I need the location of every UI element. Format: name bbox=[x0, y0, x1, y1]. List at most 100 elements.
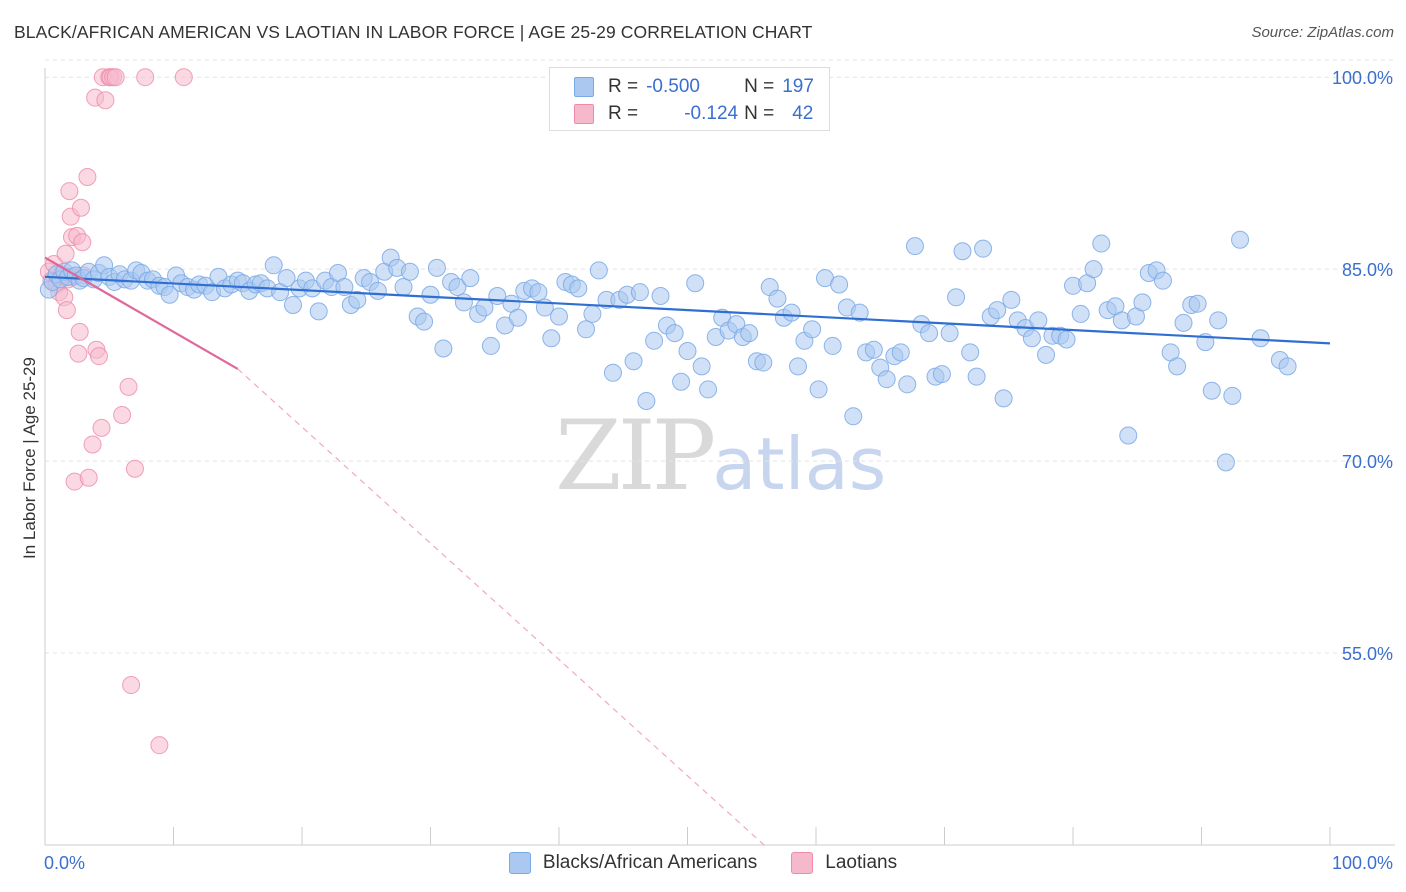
legend-r-value: -0.124 bbox=[684, 103, 739, 124]
blacks-point bbox=[1057, 330, 1076, 349]
blacks-point bbox=[284, 295, 303, 314]
blacks-point bbox=[1216, 453, 1235, 472]
chart-title: BLACK/AFRICAN AMERICAN VS LAOTIAN IN LAB… bbox=[14, 22, 813, 42]
blacks-point bbox=[782, 303, 801, 322]
laotians-trend-line bbox=[44, 256, 239, 370]
blacks-point bbox=[1209, 311, 1228, 330]
blacks-trend-line bbox=[44, 275, 1331, 345]
blacks-point bbox=[740, 324, 759, 343]
laotians-point bbox=[89, 347, 108, 366]
blacks-point bbox=[850, 303, 869, 322]
laotians-point bbox=[73, 233, 92, 252]
blacks-point bbox=[692, 357, 711, 376]
blacks-point bbox=[508, 308, 527, 327]
blacks-point bbox=[974, 239, 993, 258]
blacks-point bbox=[1084, 260, 1103, 279]
blacks-point bbox=[576, 320, 595, 339]
legend-swatch-pink bbox=[574, 104, 594, 124]
blacks-point bbox=[651, 287, 670, 306]
blacks-point bbox=[920, 324, 939, 343]
blacks-point bbox=[905, 237, 924, 256]
laotians-point bbox=[69, 344, 88, 363]
blacks-point bbox=[1188, 294, 1207, 313]
blacks-point bbox=[1251, 329, 1270, 348]
series-legend-blacks: Blacks/African Americans bbox=[508, 852, 757, 874]
laotians-point bbox=[57, 301, 76, 320]
blacks-point bbox=[830, 275, 849, 294]
blacks-point bbox=[637, 391, 656, 410]
blacks-point bbox=[1278, 357, 1297, 376]
tick-labels: 55.0% 70.0% 85.0% 100.0% 0.0% 100.0% bbox=[44, 68, 1393, 873]
legend-n-label: N = bbox=[744, 103, 775, 124]
trend-lines bbox=[44, 256, 1331, 846]
blacks-point bbox=[1092, 234, 1111, 253]
blacks-point bbox=[823, 336, 842, 355]
blacks-point bbox=[624, 352, 643, 371]
x-tick-label: 0.0% bbox=[44, 853, 85, 873]
y-tick-label: 70.0% bbox=[1342, 452, 1393, 472]
laotians-point bbox=[60, 182, 79, 201]
laotians-point bbox=[125, 459, 144, 478]
laotians-point bbox=[119, 377, 138, 396]
blacks-point bbox=[1223, 386, 1242, 405]
blacks-point bbox=[877, 370, 896, 389]
laotians-point bbox=[122, 676, 141, 695]
blacks-point bbox=[454, 293, 473, 312]
blacks-point bbox=[394, 278, 413, 297]
blacks-point bbox=[1202, 381, 1221, 400]
legend-n-value: 42 bbox=[792, 103, 814, 124]
blacks-point bbox=[1002, 290, 1021, 309]
blacks-point bbox=[277, 269, 296, 288]
laotians-point bbox=[78, 168, 97, 187]
axes bbox=[44, 68, 1395, 846]
blacks-point bbox=[932, 365, 951, 384]
watermark: ZIPatlas bbox=[555, 400, 886, 512]
blacks-point bbox=[569, 279, 588, 298]
legend-n-label: N = bbox=[744, 76, 775, 97]
legend-swatch-blue bbox=[574, 77, 594, 97]
blacks-point bbox=[1037, 345, 1056, 364]
series-swatch-pink bbox=[791, 852, 814, 874]
laotians-point bbox=[83, 435, 102, 454]
blacks-point bbox=[686, 274, 705, 293]
blacks-point bbox=[768, 289, 787, 308]
blacks-point bbox=[994, 389, 1013, 408]
blacks-point bbox=[1029, 311, 1048, 330]
correlation-legend: R = -0.500 N = 197 R = -0.124 N = 42 bbox=[549, 67, 830, 131]
blacks-point bbox=[309, 302, 328, 321]
blacks-point bbox=[898, 375, 917, 394]
legend-row-laotians: R = -0.124 N = 42 bbox=[574, 101, 813, 127]
legend-r-label: R = bbox=[608, 103, 639, 124]
blacks-point bbox=[1133, 293, 1152, 312]
blacks-point bbox=[1174, 313, 1193, 332]
blacks-point bbox=[967, 367, 986, 386]
blacks-point bbox=[789, 357, 808, 376]
blacks-point bbox=[1071, 304, 1090, 323]
blacks-points bbox=[39, 230, 1297, 472]
y-axis-title: In Labor Force | Age 25-29 bbox=[20, 357, 39, 559]
blacks-point bbox=[550, 307, 568, 326]
blacks-point bbox=[603, 363, 622, 382]
laotians-point bbox=[174, 68, 193, 87]
blacks-point bbox=[400, 262, 419, 281]
series-swatch-blue bbox=[508, 852, 531, 874]
blacks-point bbox=[699, 380, 718, 399]
laotians-point bbox=[70, 322, 89, 341]
laotians-point bbox=[56, 244, 75, 263]
blacks-point bbox=[583, 304, 602, 323]
y-axis-label: In Labor Force | Age 25-29 bbox=[20, 357, 39, 559]
series-legend-laotians: Laotians bbox=[791, 852, 897, 874]
blacks-point bbox=[264, 256, 283, 275]
blacks-point bbox=[645, 331, 664, 350]
series-legend: Blacks/African Americans Laotians bbox=[0, 852, 1406, 874]
blacks-point bbox=[891, 343, 910, 362]
x-tick-label: 100.0% bbox=[1332, 853, 1393, 873]
blacks-point bbox=[844, 407, 863, 426]
blacks-point bbox=[1153, 271, 1172, 290]
blacks-point bbox=[1231, 230, 1250, 249]
blacks-point bbox=[434, 339, 453, 358]
laotians-point bbox=[113, 406, 132, 425]
blacks-point bbox=[1022, 329, 1041, 348]
legend-r-value: -0.500 bbox=[646, 76, 700, 97]
